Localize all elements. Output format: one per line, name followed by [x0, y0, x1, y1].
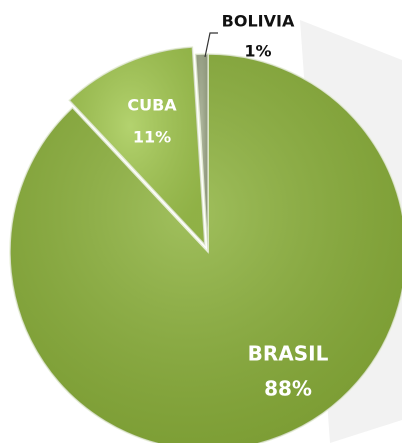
pie [9, 46, 402, 443]
slice-category: CUBA [127, 96, 177, 115]
slice-shade [195, 54, 208, 252]
slice-value-label: 11% [133, 128, 171, 147]
slice-category: BRASIL [248, 342, 329, 366]
leader-line [204, 32, 218, 58]
slice-value-label: 1% [244, 42, 271, 61]
slice-shade [69, 47, 205, 245]
slice-category: BOLIVIA [222, 12, 295, 31]
labels: BRASIL 88% CUBA 11% BOLIVIA 1% [127, 12, 328, 401]
slice-shade [10, 54, 402, 443]
slice-value-label: 88% [264, 377, 312, 401]
